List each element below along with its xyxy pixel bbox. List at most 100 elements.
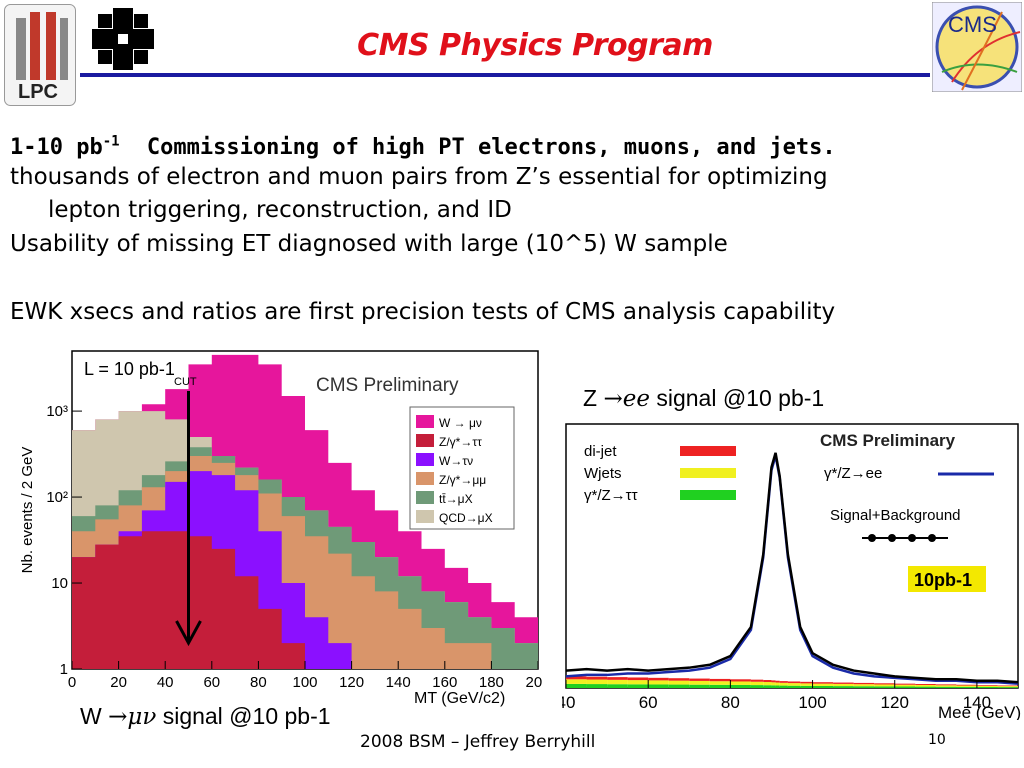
left-x-tick-label: 160 [432, 674, 457, 691]
left-lumi-label: L = 10 pb-1 [84, 359, 175, 379]
z-caption: Z →ee signal @10 pb-1 [583, 385, 824, 412]
bg-bar-wjets [730, 681, 751, 685]
bg-bar-wjets [997, 686, 1018, 688]
cms-logo: CMS [931, 1, 1023, 93]
left-x-tick-label: 140 [386, 674, 411, 691]
right-legend-label: Wjets [584, 465, 622, 482]
fermilab-logo [88, 4, 158, 74]
bg-bar-tautau [771, 685, 776, 688]
left-legend-label: Z/γ*→μμ [439, 473, 486, 487]
title-rule [80, 73, 930, 77]
w-caption-post: signal @10 pb-1 [156, 703, 331, 729]
bg-bar-dijet [997, 685, 1018, 687]
bg-bar-dijet [586, 676, 608, 680]
right-legend-swatch [680, 468, 736, 478]
bg-bar-wjets [775, 682, 780, 686]
bg-bar-tautau [997, 687, 1018, 688]
right-x-label: Mee (GeV) [938, 703, 1021, 720]
left-y-tick-label: 10³ [46, 403, 68, 420]
bg-bar-dijet [763, 680, 772, 683]
lumi-range-sup: -1 [102, 134, 120, 150]
bg-bar-dijet [976, 685, 998, 686]
bg-bar-dijet [607, 677, 628, 680]
bg-bar-wjets [779, 682, 788, 686]
bullet-pairs-cont: lepton triggering, reconstruction, and I… [48, 197, 512, 223]
bg-bar-tautau [833, 686, 854, 688]
bg-bar-wjets [800, 683, 813, 686]
bg-bar-dijet [812, 682, 834, 684]
bg-bar-wjets [648, 680, 669, 685]
bg-bar-dijet [648, 677, 669, 681]
bg-bar-tautau [976, 686, 998, 688]
right-legend-marker [908, 534, 916, 542]
bg-bar-wjets [750, 681, 764, 686]
right-x-tick-label: 60 [639, 693, 658, 712]
left-y-label: Nb. events / 2 GeV [19, 447, 36, 574]
bg-bar-wjets [627, 680, 649, 685]
bg-bar-wjets [833, 683, 854, 687]
right-legend-marker [928, 534, 936, 542]
bg-bar-dijet [771, 680, 776, 683]
bg-bar-dijet [566, 676, 587, 680]
bg-bar-tautau [566, 683, 587, 688]
left-x-tick-label: 120 [339, 674, 364, 691]
bg-bar-dijet [779, 681, 788, 683]
left-legend-swatch [416, 491, 434, 504]
left-x-tick-label: 80 [250, 674, 267, 691]
bg-bar-dijet [853, 682, 875, 685]
bg-bar-dijet [775, 680, 780, 683]
bg-bar-tautau [709, 684, 731, 688]
lumi-range-text: 1-10 pb [10, 135, 103, 161]
z-ee-chart: 40 60 80 100 120 140 di-jet Wjets γ*/Z→ττ γ*/Z→e… [557, 420, 1022, 722]
bg-bar-tautau [648, 684, 669, 688]
lumi-range: 1-10 pb-1 [10, 134, 120, 161]
page-number: 10 [928, 732, 946, 748]
bg-bar-tautau [787, 685, 801, 688]
bg-bar-tautau [607, 684, 628, 688]
bg-bar-wjets [853, 684, 875, 687]
bg-bar-dijet [956, 684, 977, 686]
right-legend-label: γ*/Z→ττ [584, 487, 638, 504]
commissioning-text: Commissioning of high PT electrons, muon… [146, 135, 836, 161]
bg-bar-dijet [689, 678, 710, 681]
right-plot-frame [565, 423, 1019, 689]
bg-bar-tautau [894, 686, 916, 688]
right-x-tick-label: 40 [562, 693, 575, 712]
bg-bar-wjets [709, 681, 731, 685]
z-caption-pre: Z [583, 385, 604, 411]
bg-bar-tautau [775, 685, 780, 688]
footer-text: 2008 BSM – Jeffrey Berryhill [360, 732, 596, 752]
bg-bar-wjets [787, 683, 801, 686]
right-legend-marker [888, 534, 896, 542]
bullet-commissioning: 1-10 pb-1 Commissioning of high PT elect… [10, 126, 836, 164]
right-legend-swatch [680, 446, 736, 456]
slide-title: CMS Physics Program [357, 28, 713, 63]
bg-bar-wjets [956, 685, 977, 687]
bg-bar-tautau [779, 685, 788, 688]
bg-bar-tautau [874, 686, 895, 688]
lpc-logo-text: LPC [18, 81, 58, 103]
bg-bar-wjets [976, 685, 998, 687]
bullet-met: Usability of missing ET diagnosed with l… [10, 231, 728, 257]
right-legend-marker [868, 534, 876, 542]
bg-bar-wjets [874, 684, 895, 687]
bg-bar-tautau [586, 684, 608, 688]
bg-bar-dijet [894, 683, 916, 685]
bullet-ewk: EWK xsecs and ratios are first precision… [10, 299, 836, 325]
bg-bar-wjets [763, 682, 772, 686]
bg-bar-tautau [763, 685, 772, 688]
cut-arrow-head [175, 620, 202, 647]
z-caption-arrow: →ee [603, 386, 650, 412]
left-legend-swatch [416, 510, 434, 523]
bg-bar-wjets [668, 680, 690, 685]
left-legend-swatch [416, 415, 434, 428]
left-legend-label: Z/γ*→ττ [439, 435, 482, 449]
left-legend-swatch [416, 434, 434, 447]
bg-bar-dijet [750, 679, 764, 682]
bg-bar-tautau [812, 685, 834, 688]
w-caption: W →μν signal @10 pb-1 [80, 703, 331, 730]
cut-label: CUT [174, 376, 197, 388]
bg-bar-wjets [812, 683, 834, 686]
bg-bar-wjets [586, 679, 608, 685]
left-y-tick-label: 10² [46, 489, 68, 506]
